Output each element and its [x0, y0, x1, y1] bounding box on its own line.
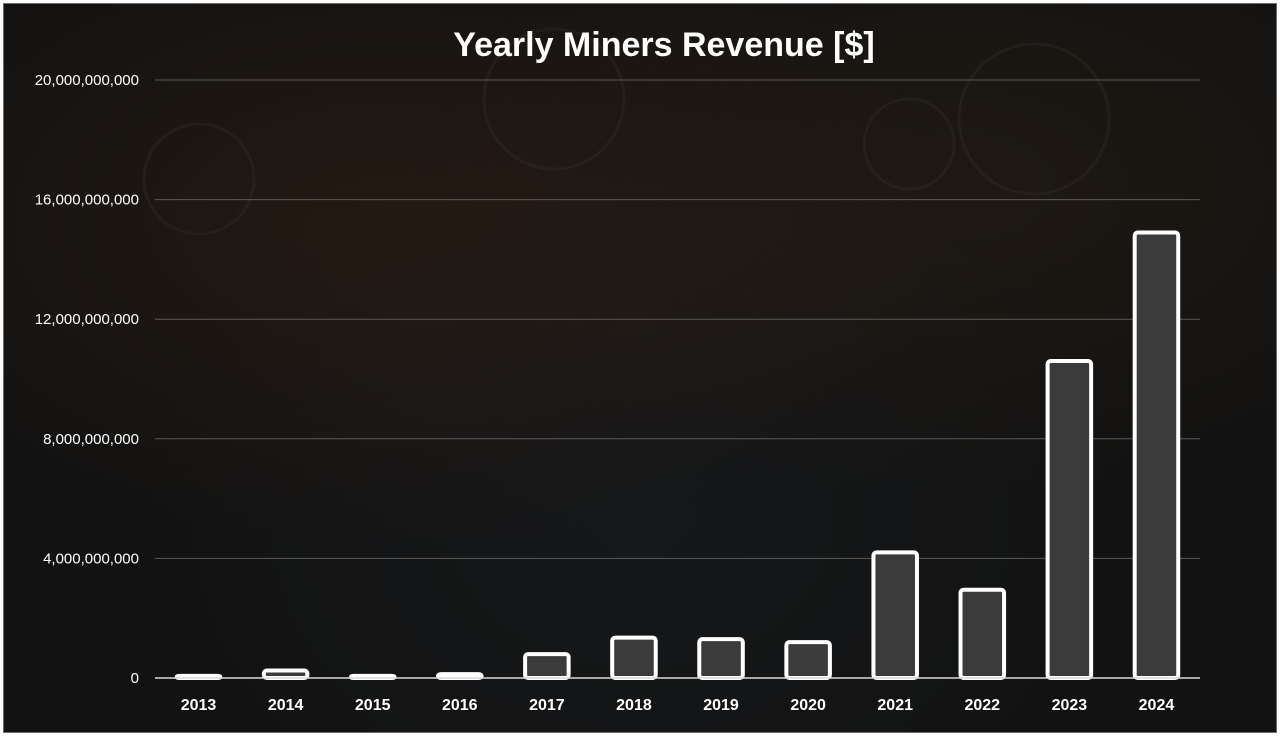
x-tick-label: 2014 — [268, 697, 304, 714]
bar-2017 — [523, 652, 571, 681]
bar-2021 — [871, 550, 919, 680]
y-tick-label: 0 — [131, 670, 139, 687]
x-tick-label: 2016 — [442, 697, 478, 714]
chart-frame: 0 4,000,000,000 8,000,000,000 12,000,000,00… — [3, 3, 1277, 733]
y-tick-label: 20,000,000,000 — [35, 72, 139, 89]
x-tick-label: 2021 — [877, 697, 913, 714]
chart-svg: 0 4,000,000,000 8,000,000,000 12,000,000,00… — [35, 26, 1200, 714]
x-tick-label: 2018 — [616, 697, 652, 714]
x-tick-label: 2020 — [790, 697, 826, 714]
bar-2014 — [261, 668, 310, 681]
x-tick-label: 2015 — [355, 697, 391, 714]
y-tick-label: 8,000,000,000 — [43, 431, 139, 448]
background-decoration — [142, 27, 1111, 236]
x-tick-label: 2024 — [1139, 697, 1175, 714]
bar-2023 — [1045, 359, 1094, 680]
x-tick-label: 2013 — [181, 697, 217, 714]
y-tick-label: 12,000,000,000 — [35, 311, 139, 328]
x-tick-label: 2017 — [529, 697, 565, 714]
chart-title: Yearly Miners Revenue [$] — [453, 26, 874, 64]
x-tick-label: 2023 — [1052, 697, 1088, 714]
y-tick-label: 16,000,000,000 — [35, 192, 139, 209]
bar-2022 — [958, 587, 1007, 680]
x-tick-label: 2019 — [703, 697, 739, 714]
bar-2020 — [784, 640, 832, 680]
bars — [174, 230, 1181, 681]
y-tick-label: 4,000,000,000 — [43, 550, 139, 567]
bar-2024 — [1132, 230, 1181, 681]
x-axis-ticks: 2013 2014 2015 2016 2017 2018 2019 2020 2021 2022… — [181, 697, 1175, 714]
y-axis-ticks: 0 4,000,000,000 8,000,000,000 12,000,000,00… — [35, 72, 139, 687]
bar-2018 — [610, 635, 658, 681]
x-tick-label: 2022 — [964, 697, 1000, 714]
bar-2019 — [697, 637, 745, 681]
gridlines — [155, 79, 1200, 559]
